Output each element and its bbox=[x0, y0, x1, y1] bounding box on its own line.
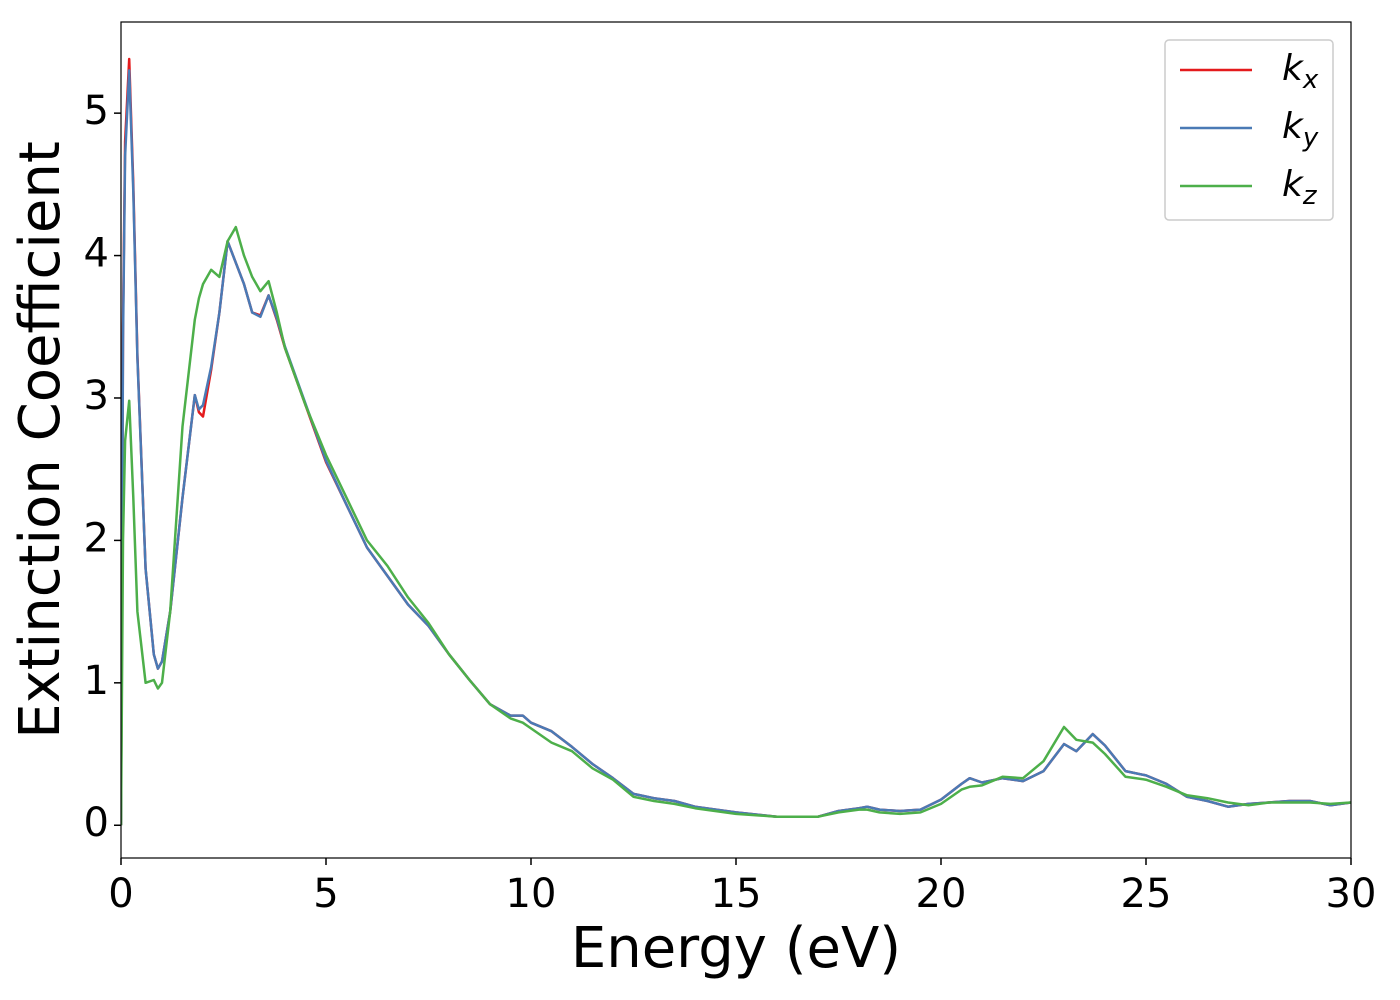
legend-label: ky bbox=[1282, 106, 1319, 153]
legend-subscript: x bbox=[1302, 65, 1319, 95]
legend-subscript: z bbox=[1302, 181, 1318, 211]
x-tick-label: 20 bbox=[916, 871, 967, 917]
legend-name: k bbox=[1282, 48, 1305, 89]
legend-label: kz bbox=[1282, 164, 1318, 211]
y-tick-label: 3 bbox=[84, 373, 109, 419]
y-tick-label: 0 bbox=[84, 800, 109, 846]
y-tick-label: 4 bbox=[84, 231, 109, 277]
y-tick-label: 5 bbox=[84, 88, 109, 134]
y-tick-label: 2 bbox=[84, 515, 109, 561]
x-axis-label: Energy (eV) bbox=[571, 916, 901, 981]
plot-frame bbox=[120, 21, 1352, 859]
x-tick-label: 5 bbox=[313, 871, 338, 917]
x-tick-label: 0 bbox=[108, 871, 133, 917]
x-tick-label: 15 bbox=[711, 871, 762, 917]
series-line bbox=[121, 69, 1351, 826]
x-tick-label: 30 bbox=[1326, 871, 1377, 917]
legend-label: kx bbox=[1282, 48, 1319, 95]
x-tick-label: 25 bbox=[1121, 871, 1172, 917]
legend-subscript: y bbox=[1302, 123, 1319, 153]
x-tick-label: 10 bbox=[506, 871, 557, 917]
y-axis-label: Extinction Coefficient bbox=[8, 141, 73, 739]
legend-name: k bbox=[1282, 164, 1305, 205]
legend-box bbox=[1164, 39, 1334, 221]
legend-name: k bbox=[1282, 106, 1305, 147]
y-tick-label: 1 bbox=[84, 658, 109, 704]
series-line bbox=[121, 225, 1351, 826]
